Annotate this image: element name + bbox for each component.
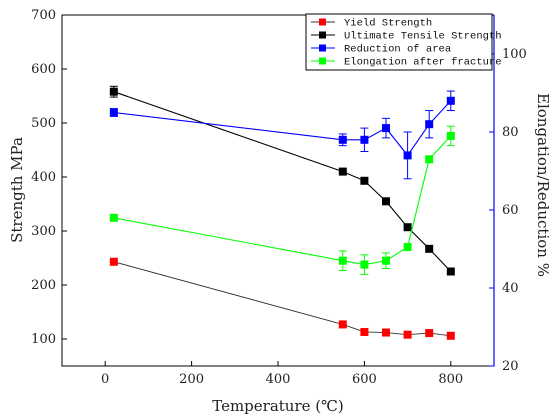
series-line (113, 261, 451, 337)
legend-marker (319, 18, 326, 26)
data-point (338, 167, 347, 176)
series-2 (109, 90, 455, 180)
y-axis-left-title: Strength MPa (8, 137, 26, 243)
x-tick-label: 800 (438, 372, 463, 387)
series-0 (109, 257, 455, 340)
data-point (403, 151, 412, 160)
data-point (446, 131, 455, 140)
data-point (425, 120, 434, 129)
data-point (338, 320, 347, 329)
data-point (382, 328, 390, 337)
data-point (403, 330, 412, 339)
y-left-tick-label: 600 (31, 62, 56, 77)
legend-item: Elongation after fracture (311, 57, 502, 69)
series-1 (109, 85, 455, 276)
x-axis-title: Temperature (℃) (212, 397, 344, 415)
data-point (382, 256, 390, 265)
x-tick-label: 400 (266, 372, 291, 387)
data-point (360, 176, 369, 185)
left-axis: 100 200 300 400 500 600 700 (31, 8, 67, 366)
legend-label: Elongation after fracture (344, 57, 502, 69)
series-line (113, 135, 452, 266)
data-point (360, 260, 369, 269)
data-point (446, 331, 455, 340)
y-right-tick-label: 20 (502, 359, 519, 374)
y-right-tick-label: 80 (502, 125, 519, 140)
legend-item: Ultimate Tensile Strength (311, 31, 502, 43)
y-left-tick-label: 500 (31, 116, 56, 131)
legend-item: Reduction of area (311, 44, 451, 56)
series-3 (109, 125, 455, 275)
series-layer (109, 85, 455, 340)
data-point (109, 257, 118, 266)
legend-box (305, 13, 493, 71)
legend-marker (319, 44, 326, 52)
legend-marker (319, 57, 326, 65)
legend-label: Ultimate Tensile Strength (344, 31, 502, 43)
data-point (109, 213, 118, 222)
data-point (446, 96, 455, 105)
legend-label: Reduction of area (344, 44, 451, 56)
data-point (425, 244, 434, 253)
legend-label: Yield Strength (344, 18, 432, 30)
data-point (403, 223, 412, 232)
legend-item: Yield Strength (311, 18, 432, 30)
y-left-tick-label: 200 (31, 278, 56, 293)
right-axis: 20 40 60 80 100 (489, 15, 527, 374)
legend-marker (319, 31, 326, 39)
y-right-tick-label: 60 (502, 203, 519, 218)
data-point (338, 256, 347, 265)
data-point (403, 243, 412, 252)
x-tick-label: 200 (179, 372, 204, 387)
y-axis-right-title: Elongation/Reduction % (534, 93, 550, 277)
y-left-tick-label: 700 (31, 8, 56, 23)
data-point (382, 124, 390, 133)
y-left-tick-label: 100 (31, 332, 56, 347)
data-point (360, 327, 369, 336)
data-point (109, 87, 118, 96)
data-point (382, 197, 390, 206)
bottom-axis: 0 200 400 600 800 (101, 361, 463, 387)
y-left-tick-label: 400 (31, 170, 56, 185)
x-tick-label: 0 (101, 372, 109, 387)
data-point (109, 108, 118, 117)
y-right-tick-label: 100 (502, 47, 527, 62)
data-point (338, 135, 347, 144)
data-point (360, 135, 369, 144)
data-point (425, 155, 434, 164)
data-point (446, 267, 455, 276)
x-tick-label: 600 (352, 372, 377, 387)
data-point (425, 329, 434, 338)
y-right-tick-label: 40 (502, 281, 519, 296)
y-left-tick-label: 300 (31, 224, 56, 239)
